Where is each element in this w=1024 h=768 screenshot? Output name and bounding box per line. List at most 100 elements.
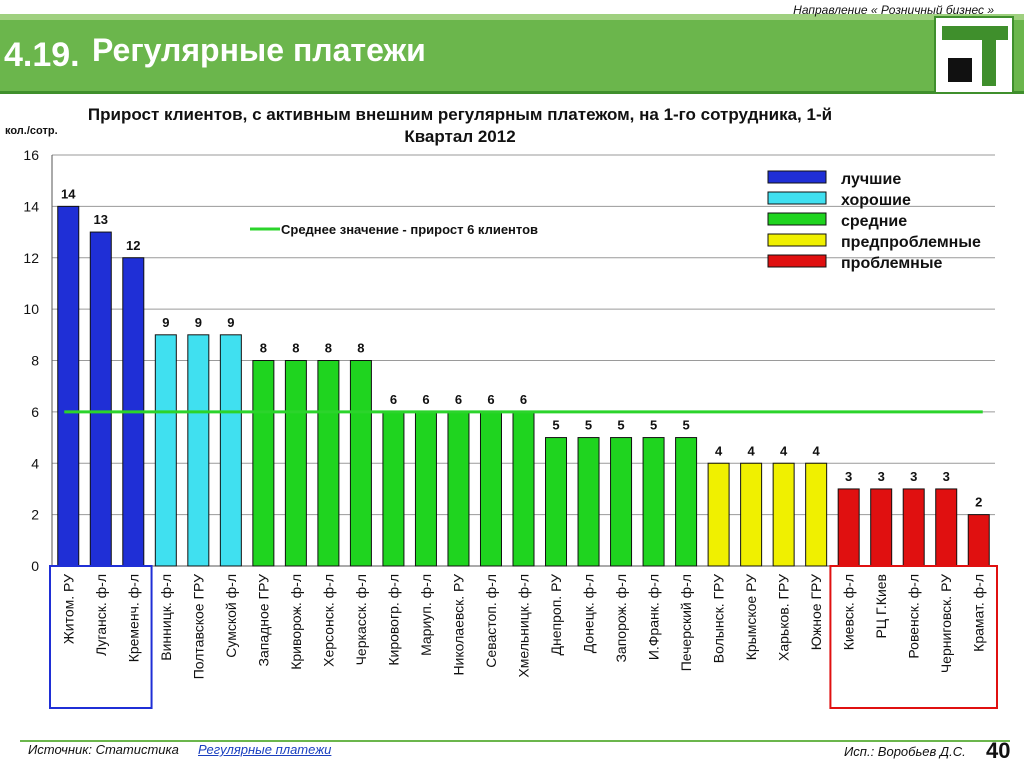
bar-value-label: 8 [357,341,364,356]
legend-swatch [767,254,827,268]
y-tick-label: 16 [23,147,39,163]
bar-value-label: 5 [682,418,689,433]
bar-value-label: 3 [943,469,950,484]
bar-value-label: 14 [61,186,76,201]
x-tick-label: Винницк. ф-л [158,574,174,661]
x-tick-label: Хмельницк. ф-л [516,574,532,678]
x-tick-label: Криворож. ф-л [288,574,304,670]
legend-label: предпроблемные [841,234,981,251]
x-tick-label: Николаевск. РУ [450,574,466,676]
bar [967,514,990,567]
bar-value-label: 6 [487,392,494,407]
bar [545,437,568,567]
x-tick-label: Харьков. ГРУ [776,574,792,661]
bar-value-label: 6 [455,392,462,407]
bar [675,437,698,567]
bar-value-label: 2 [975,495,982,510]
x-tick-label: Киевск. ф-л [841,574,857,650]
source-link[interactable]: Регулярные платежи [198,742,332,757]
x-tick-label: Херсонск. ф-л [320,574,336,667]
bar-value-label: 5 [617,418,624,433]
x-tick-label: Крымское РУ [743,574,759,660]
bar-value-label: 5 [585,418,592,433]
bar [902,488,925,567]
legend-swatch [767,170,827,184]
x-tick-label: Днепроп. РУ [548,574,564,656]
bar-value-label: 9 [227,315,234,330]
bar [772,462,795,567]
y-tick-label: 8 [31,353,39,369]
x-tick-label: Волынск. ГРУ [711,574,727,663]
x-tick-label: Западное ГРУ [255,574,271,667]
page-title: Регулярные платежи [92,32,426,68]
bar [349,360,372,567]
bar-value-label: 4 [813,443,821,458]
y-tick-label: 14 [23,198,39,214]
bar-value-label: 9 [195,315,202,330]
bar [219,334,242,567]
highlight-box [829,565,999,709]
x-tick-label: Южное ГРУ [808,574,824,650]
bar-value-label: 8 [325,341,332,356]
x-tick-label: Кременч. ф-л [125,574,141,662]
direction-label: Направление « Розничный бизнес » [793,3,994,17]
bank-logo-icon [934,16,1014,94]
x-tick-label: Черниговск. РУ [938,574,954,673]
bar-value-label: 9 [162,315,169,330]
x-tick-label: Мариуп. ф-л [418,574,434,656]
x-tick-label: Запорож. ф-л [613,574,629,663]
bar [252,360,275,567]
bar-value-label: 3 [845,469,852,484]
bar-value-label: 4 [780,443,788,458]
y-tick-label: 0 [31,558,39,574]
bar [935,488,958,567]
bar [154,334,177,567]
x-tick-label: Крамат. ф-л [971,574,987,652]
bar [57,205,80,567]
highlight-box [49,565,153,709]
legend-swatch [767,212,827,226]
x-tick-label: Печерский ф-л [678,574,694,671]
x-tick-label: РЦ Г.Киев [873,574,889,639]
x-tick-label: Сумской ф-л [223,574,239,658]
bar [382,411,405,567]
bar-value-label: 8 [260,341,267,356]
bar-value-label: 6 [520,392,527,407]
legend-label: лучшие [841,171,901,188]
x-tick-label: Черкасск. ф-л [353,574,369,665]
bar [89,231,112,567]
bar-value-label: 6 [422,392,429,407]
header-divider [0,91,1024,94]
bar-value-label: 4 [715,443,723,458]
author-label: Исп.: Воробьев Д.С. [844,744,966,759]
x-tick-label: Полтавское ГРУ [190,574,206,679]
mean-legend-label: Среднее значение - прирост 6 клиентов [281,222,538,237]
bar [512,411,535,567]
bar-value-label: 8 [292,341,299,356]
bar [414,411,437,567]
bar [642,437,665,567]
bar-value-label: 3 [910,469,917,484]
bar [187,334,210,567]
bar-value-label: 13 [94,212,108,227]
bar [837,488,860,567]
bar [805,462,828,567]
bar [479,411,502,567]
x-tick-label: Кировогр. ф-л [385,574,401,666]
x-tick-label: Донецк. ф-л [581,574,597,653]
legend-label: средние [841,213,907,230]
x-tick-label: Луганск. ф-л [93,574,109,656]
legend-swatch [767,233,827,247]
bar [577,437,600,567]
footer-divider [20,740,1010,742]
x-tick-label: Ровенск. ф-л [906,574,922,659]
bar [707,462,730,567]
y-tick-label: 4 [31,455,39,471]
chart-title: Прирост клиентов, с активным внешним рег… [87,105,833,146]
y-tick-label: 12 [23,250,39,266]
bar [284,360,307,567]
bar [317,360,340,567]
bar-value-label: 3 [878,469,885,484]
bar [870,488,893,567]
